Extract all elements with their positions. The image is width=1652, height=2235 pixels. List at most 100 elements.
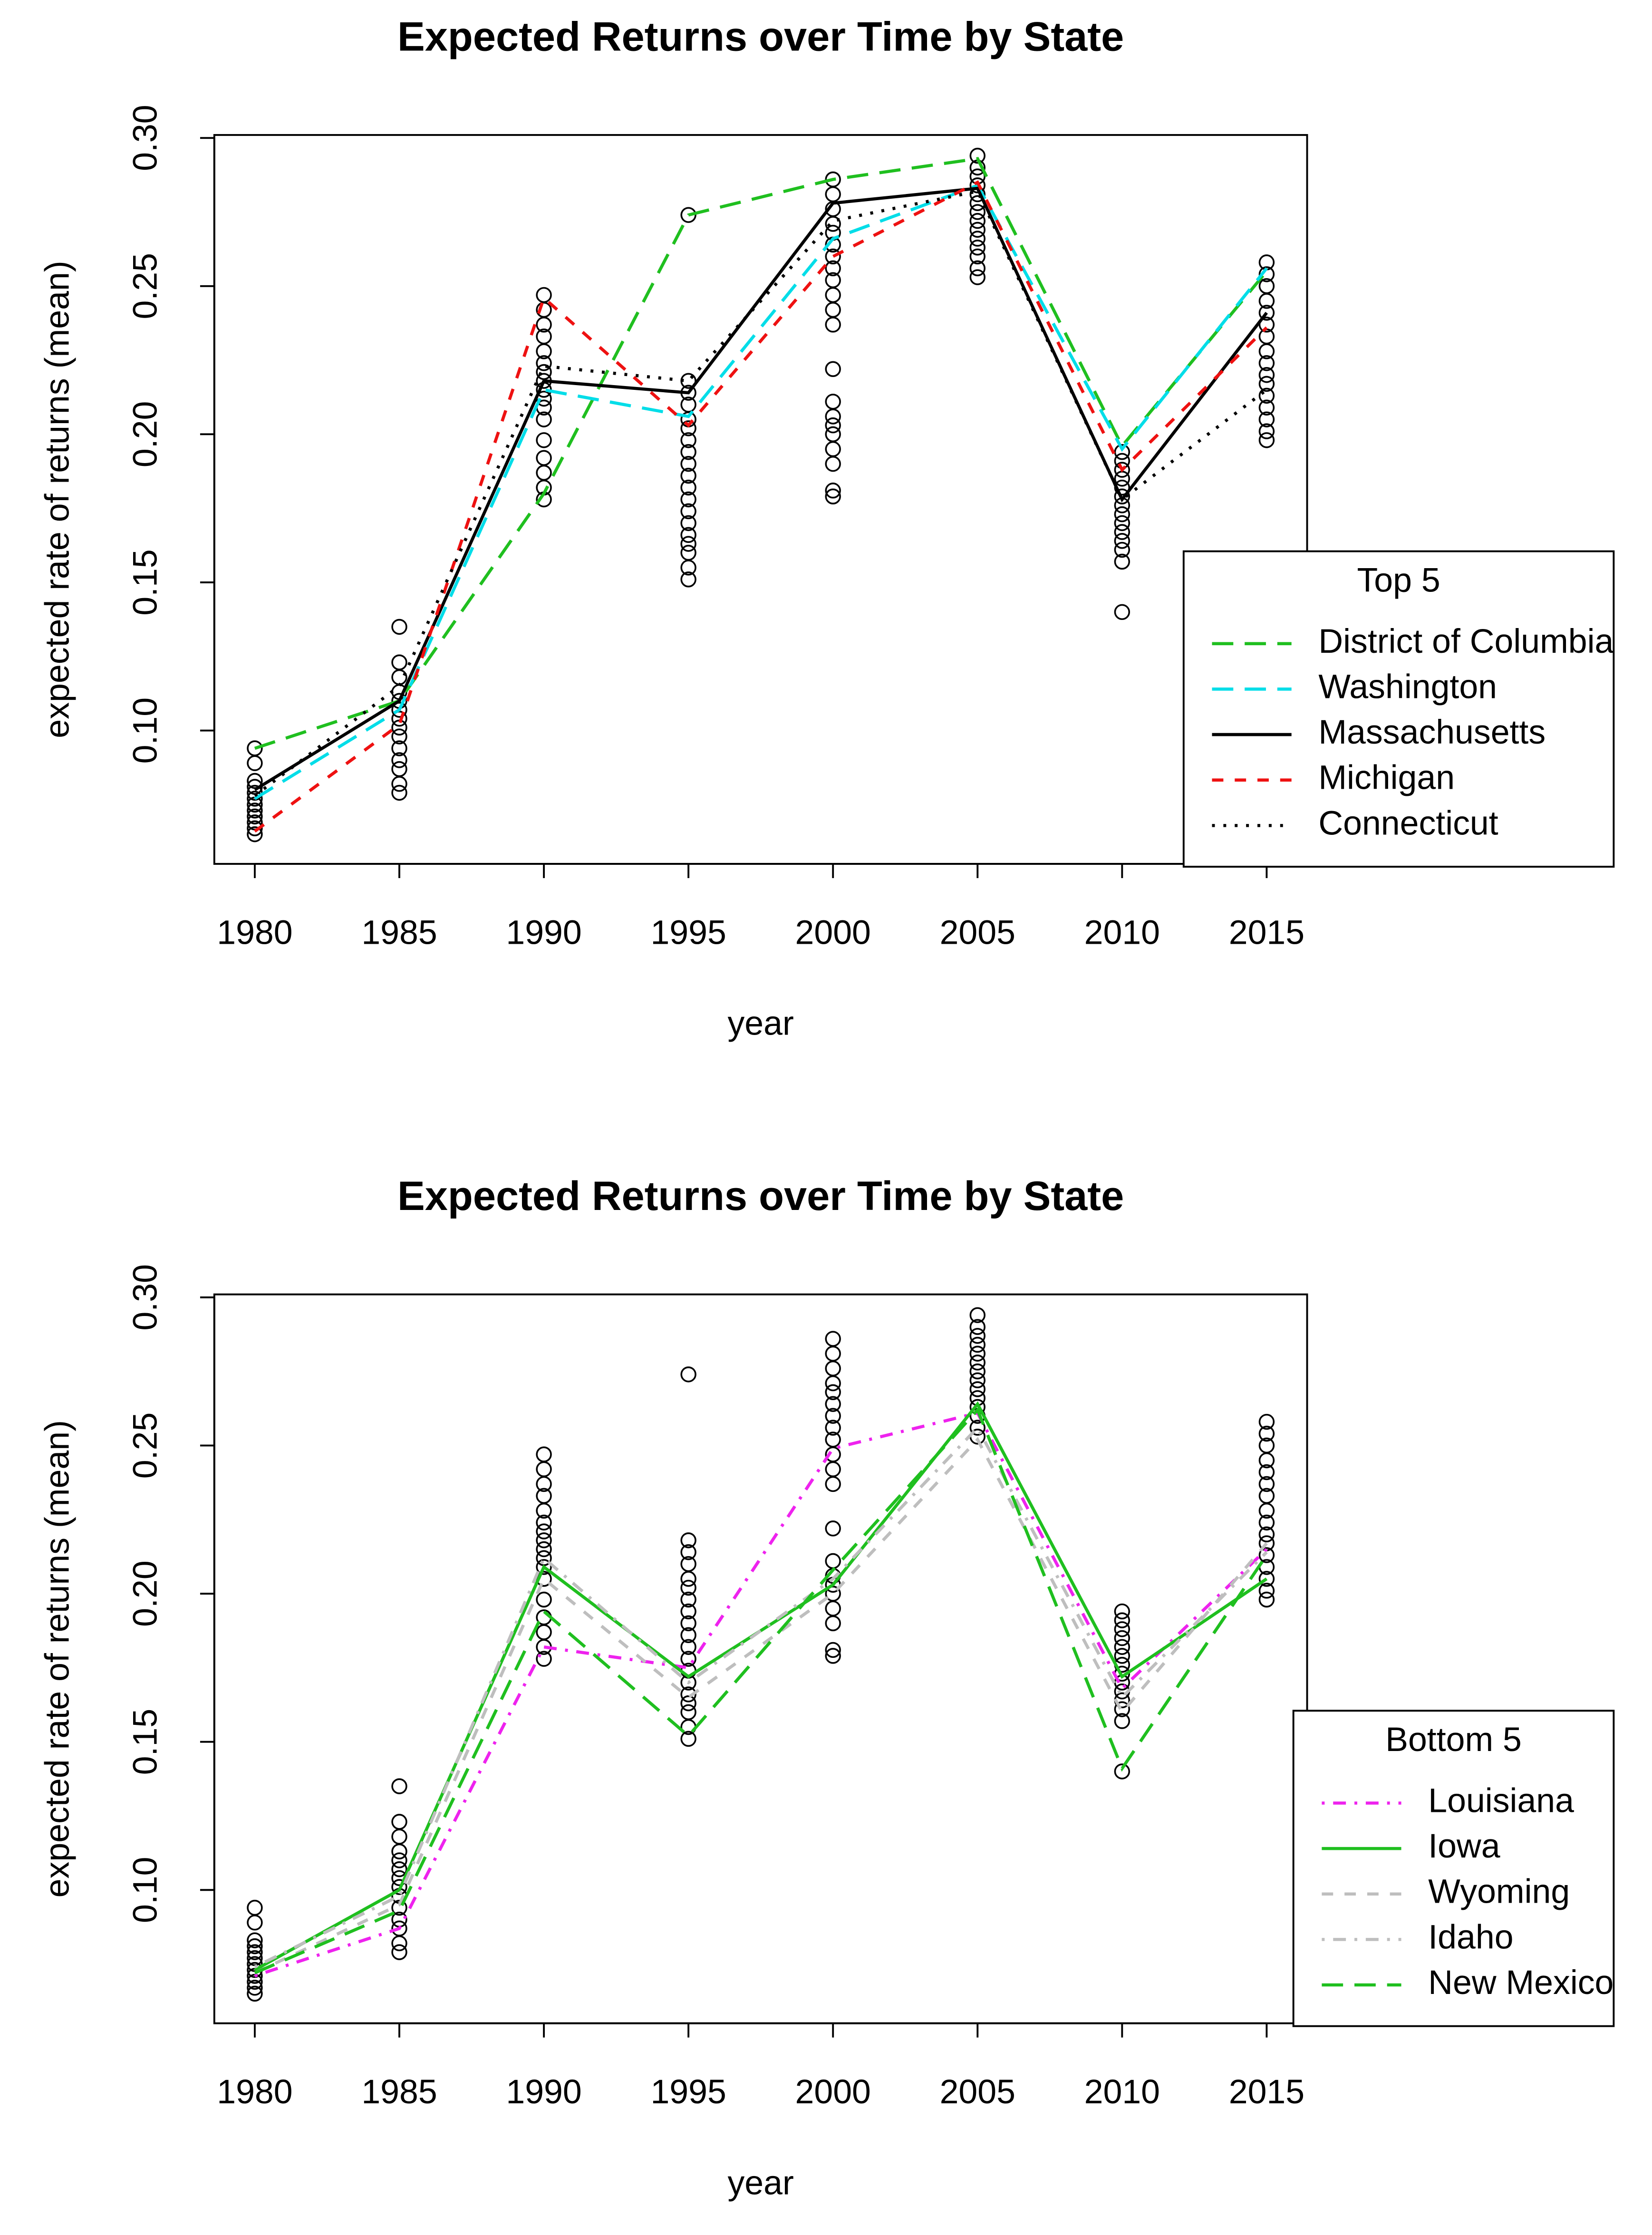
data-point (391, 761, 407, 777)
y-tick-label: 0.10 (126, 1857, 164, 1923)
data-point (1258, 1476, 1275, 1492)
data-point (247, 1899, 263, 1916)
data-point (247, 826, 263, 842)
data-point (1114, 1603, 1130, 1620)
data-point (969, 260, 985, 277)
y-tick-label: 0.25 (126, 1413, 164, 1479)
data-point (969, 222, 985, 238)
data-point (1258, 355, 1275, 371)
data-point (391, 1920, 407, 1937)
data-point (247, 1980, 263, 1996)
data-point (536, 1488, 552, 1504)
data-point (825, 1375, 841, 1392)
legend-box (1182, 550, 1615, 868)
data-point (247, 1950, 263, 1966)
data-point (969, 231, 985, 247)
data-point (391, 740, 407, 756)
data-point (1258, 1425, 1275, 1442)
legend-label: Iowa (1428, 1827, 1500, 1865)
data-point (536, 1591, 552, 1608)
legend-label: Michigan (1318, 759, 1455, 797)
legend-title: Top 5 (1357, 561, 1440, 599)
data-point (1258, 1591, 1275, 1608)
data-point (825, 272, 841, 289)
data-point (680, 207, 696, 223)
data-point (391, 728, 407, 745)
data-point (680, 1571, 696, 1587)
series-line (253, 180, 1268, 833)
data-point (969, 204, 985, 220)
data-point (825, 1553, 841, 1569)
data-point (825, 260, 841, 277)
legend-box (1292, 1710, 1615, 2027)
x-tick-label: 2010 (1084, 2073, 1160, 2111)
data-point (825, 1642, 841, 1658)
data-point (1258, 278, 1275, 294)
legend-label: Washington (1318, 668, 1497, 706)
data-point (1114, 488, 1130, 504)
x-axis-label: year (727, 1005, 793, 1043)
data-point (1258, 399, 1275, 416)
data-point (391, 1879, 407, 1895)
x-tick-label: 2000 (795, 913, 871, 951)
data-point (1114, 1763, 1130, 1780)
data-point (825, 1648, 841, 1664)
data-point (1114, 506, 1130, 522)
data-point (825, 426, 841, 443)
data-point (969, 269, 985, 285)
series-line (254, 186, 1268, 792)
data-point (536, 364, 552, 380)
data-point (1258, 1413, 1275, 1430)
data-point (680, 1603, 696, 1620)
data-point (969, 147, 985, 164)
data-point (680, 1532, 696, 1548)
plot-frame (213, 134, 1308, 865)
chart-title: Expected Returns over Time by State (397, 1173, 1124, 1219)
data-point (969, 1328, 985, 1344)
data-point (247, 1985, 263, 2002)
data-point (391, 1861, 407, 1877)
x-tick-label: 2015 (1229, 2073, 1304, 2111)
data-point (391, 1814, 407, 1830)
x-axis-label: year (727, 2164, 793, 2202)
data-point (825, 1432, 841, 1448)
data-point (825, 488, 841, 504)
legend: Bottom 5 Louisiana Iowa Wyoming Idaho New Mex… (1292, 1710, 1615, 2027)
data-point (1258, 1464, 1275, 1480)
data-point (247, 740, 263, 756)
data-point (680, 1544, 696, 1560)
data-point (680, 1366, 696, 1383)
y-tick-label: 0.20 (126, 401, 164, 468)
data-point (391, 654, 407, 670)
data-point (1258, 1488, 1275, 1504)
data-point (247, 791, 263, 807)
data-point (536, 1571, 552, 1587)
x-tick-label: 1995 (650, 913, 726, 951)
data-point (1258, 266, 1275, 282)
data-point (1258, 387, 1275, 404)
data-point (680, 491, 696, 508)
x-tick-label: 1995 (650, 2073, 726, 2111)
data-point (247, 1938, 263, 1954)
data-point (825, 394, 841, 410)
legend-title: Bottom 5 (1385, 1721, 1522, 1759)
data-point (1114, 553, 1130, 570)
data-point (969, 1363, 985, 1380)
data-point (680, 432, 696, 448)
data-point (680, 1627, 696, 1644)
data-point (1114, 1639, 1130, 1655)
data-point (680, 1579, 696, 1596)
data-point (1258, 1583, 1275, 1599)
data-point (825, 1408, 841, 1424)
data-point (391, 1852, 407, 1868)
legend-label: Louisiana (1428, 1781, 1574, 1819)
x-tick-label: 1985 (361, 2073, 437, 2111)
data-point (1258, 1547, 1275, 1563)
data-point (680, 479, 696, 496)
data-point (825, 186, 841, 203)
data-point (1114, 532, 1130, 549)
data-point (825, 441, 841, 457)
data-point (536, 432, 552, 448)
data-point (680, 544, 696, 561)
data-point (680, 397, 696, 413)
